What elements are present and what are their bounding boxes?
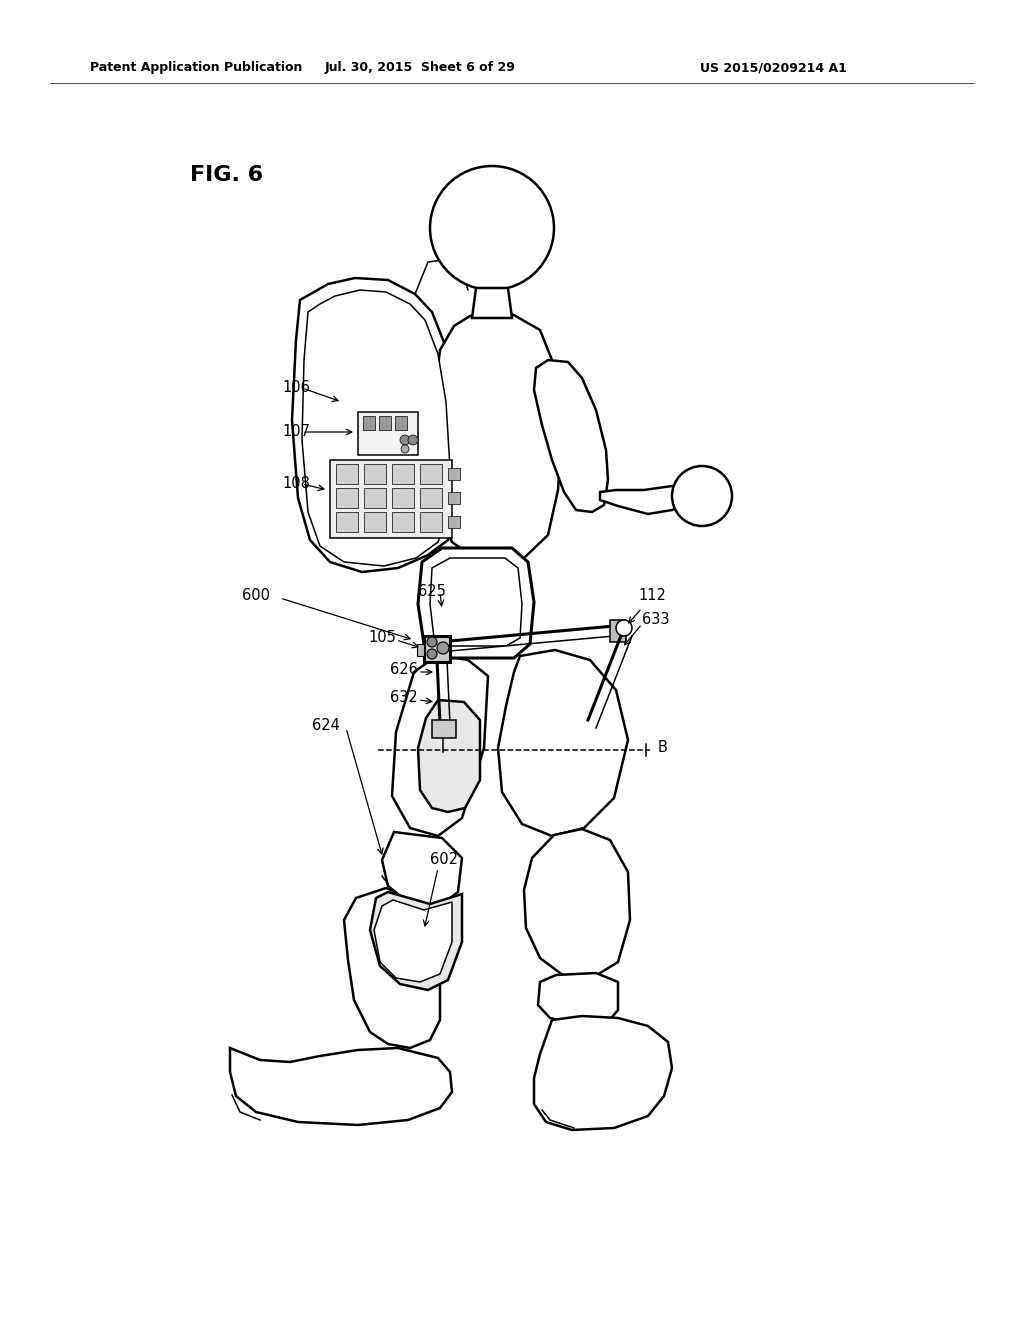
Polygon shape [336, 488, 358, 508]
Polygon shape [420, 488, 442, 508]
Polygon shape [432, 719, 456, 738]
Polygon shape [422, 350, 464, 486]
Polygon shape [370, 892, 462, 990]
Polygon shape [395, 416, 407, 430]
Text: 112: 112 [638, 589, 666, 603]
Text: Patent Application Publication: Patent Application Publication [90, 62, 302, 74]
Text: 107: 107 [282, 425, 310, 440]
Polygon shape [600, 486, 688, 513]
Polygon shape [418, 548, 534, 657]
Text: 633: 633 [642, 612, 670, 627]
Polygon shape [498, 649, 628, 836]
Polygon shape [374, 900, 452, 982]
Circle shape [427, 649, 437, 659]
Polygon shape [420, 465, 442, 484]
Polygon shape [230, 1048, 452, 1125]
Text: FIG. 6: FIG. 6 [190, 165, 263, 185]
Text: 626: 626 [390, 663, 418, 677]
Polygon shape [292, 279, 460, 572]
Polygon shape [382, 832, 462, 906]
Polygon shape [449, 492, 460, 504]
Text: 632: 632 [390, 690, 418, 705]
Text: 624: 624 [312, 718, 340, 734]
Text: US 2015/0209214 A1: US 2015/0209214 A1 [700, 62, 847, 74]
Polygon shape [449, 469, 460, 480]
Polygon shape [432, 314, 562, 564]
Text: Jul. 30, 2015  Sheet 6 of 29: Jul. 30, 2015 Sheet 6 of 29 [325, 62, 515, 74]
Polygon shape [364, 488, 386, 508]
Polygon shape [538, 973, 618, 1026]
Text: 625: 625 [418, 585, 445, 599]
Polygon shape [379, 416, 391, 430]
Polygon shape [524, 829, 630, 978]
Polygon shape [358, 412, 418, 455]
Circle shape [672, 466, 732, 525]
Polygon shape [424, 636, 450, 663]
Text: 600: 600 [242, 589, 270, 603]
Polygon shape [364, 465, 386, 484]
Polygon shape [330, 459, 452, 539]
Polygon shape [420, 512, 442, 532]
Circle shape [400, 436, 410, 445]
Text: 602: 602 [430, 853, 458, 867]
Circle shape [401, 445, 409, 453]
Polygon shape [336, 512, 358, 532]
Polygon shape [430, 558, 522, 645]
Polygon shape [449, 516, 460, 528]
Polygon shape [392, 655, 488, 836]
Text: 106: 106 [283, 380, 310, 396]
Polygon shape [417, 644, 424, 656]
Polygon shape [472, 288, 512, 318]
Circle shape [437, 642, 449, 653]
Circle shape [408, 436, 418, 445]
Circle shape [616, 620, 632, 636]
Circle shape [427, 638, 437, 647]
Circle shape [430, 166, 554, 290]
Polygon shape [392, 465, 414, 484]
Polygon shape [534, 360, 608, 512]
Polygon shape [392, 488, 414, 508]
Polygon shape [418, 700, 480, 812]
Polygon shape [344, 888, 440, 1048]
Polygon shape [302, 290, 450, 566]
Polygon shape [362, 416, 375, 430]
Polygon shape [534, 1016, 672, 1130]
Text: 105: 105 [368, 631, 396, 645]
Polygon shape [364, 512, 386, 532]
Polygon shape [610, 620, 626, 642]
Polygon shape [336, 465, 358, 484]
Polygon shape [392, 512, 414, 532]
Text: B: B [658, 741, 668, 755]
Text: 108: 108 [283, 477, 310, 491]
